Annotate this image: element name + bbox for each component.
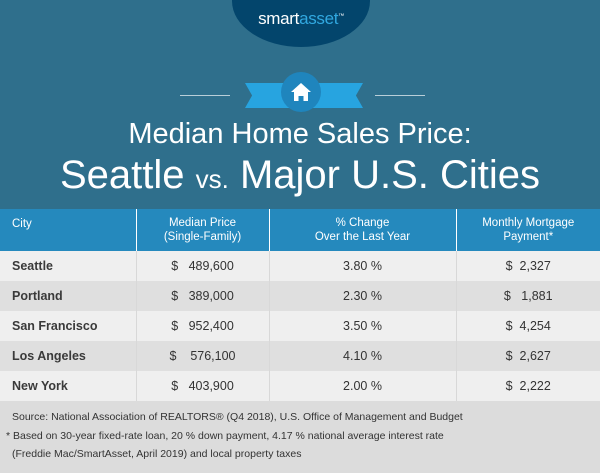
table-row: Portland $ 389,000 2.30 % $ 1,881 — [0, 281, 600, 311]
payment-cell: $ 2,327 — [456, 251, 600, 281]
payment-cell: $ 4,254 — [456, 311, 600, 341]
footnote-line-1: * Based on 30-year fixed-rate loan, 20 %… — [6, 430, 444, 442]
price-cell: $ 389,000 — [136, 281, 270, 311]
title-line-1: Median Home Sales Price: — [128, 118, 472, 150]
table-row: Los Angeles $ 576,100 4.10 % $ 2,627 — [0, 341, 600, 371]
col-change-sublabel: Over the Last Year — [314, 231, 411, 243]
change-cell: 3.50 % — [269, 311, 457, 341]
logo-tm: ™ — [338, 13, 344, 20]
divider-left — [180, 95, 230, 96]
payment-cell: $ 2,627 — [456, 341, 600, 371]
city-cell: Portland — [0, 281, 137, 311]
city-cell: Los Angeles — [0, 341, 137, 371]
price-cell: $ 403,900 — [136, 371, 270, 401]
logo-text-asset: asset — [299, 9, 339, 28]
col-change: % Change Over the Last Year — [269, 209, 457, 251]
header-banner: smartasset™ Median Home Sales Price: Sea… — [0, 0, 600, 209]
logo-text-smart: smart — [258, 9, 300, 28]
house-icon — [281, 72, 321, 112]
title-vs: vs. — [195, 164, 229, 194]
price-table: City Median Price (Single-Family) % Chang… — [0, 209, 600, 401]
source-text: Source: National Association of REALTORS… — [12, 411, 463, 423]
smartasset-logo: smartasset™ — [232, 0, 370, 47]
col-price: Median Price (Single-Family) — [136, 209, 270, 251]
change-cell: 2.00 % — [269, 371, 457, 401]
col-price-label: Median Price — [168, 217, 237, 229]
title-line-2: Seattle vs. Major U.S. Cities — [0, 153, 600, 198]
change-cell: 2.30 % — [269, 281, 457, 311]
price-cell: $ 489,600 — [136, 251, 270, 281]
col-change-label: % Change — [335, 217, 390, 229]
city-cell: Seattle — [0, 251, 137, 281]
col-city-label: City — [12, 218, 32, 230]
table-row: Seattle $ 489,600 3.80 % $ 2,327 — [0, 251, 600, 281]
city-cell: New York — [0, 371, 137, 401]
col-price-sublabel: (Single-Family) — [163, 231, 242, 243]
divider-right — [375, 95, 425, 96]
col-payment: Monthly Mortgage Payment* — [456, 209, 600, 251]
title-seattle: Seattle — [59, 153, 185, 197]
table-row: San Francisco $ 952,400 3.50 % $ 4,254 — [0, 311, 600, 341]
footnote-line-2: (Freddie Mac/SmartAsset, April 2019) and… — [12, 448, 302, 460]
price-cell: $ 576,100 — [136, 341, 270, 371]
price-cell: $ 952,400 — [136, 311, 270, 341]
footer: Source: National Association of REALTORS… — [6, 408, 463, 463]
col-payment-label: Monthly Mortgage — [482, 217, 575, 229]
title-cities: Major U.S. Cities — [239, 153, 541, 197]
payment-cell: $ 2,222 — [456, 371, 600, 401]
change-cell: 3.80 % — [269, 251, 457, 281]
col-payment-sublabel: Payment* — [503, 231, 554, 243]
table-row: New York $ 403,900 2.00 % $ 2,222 — [0, 371, 600, 401]
col-city: City — [0, 209, 137, 251]
change-cell: 4.10 % — [269, 341, 457, 371]
city-cell: San Francisco — [0, 311, 137, 341]
table-header: City Median Price (Single-Family) % Chang… — [0, 209, 600, 251]
payment-cell: $ 1,881 — [456, 281, 600, 311]
